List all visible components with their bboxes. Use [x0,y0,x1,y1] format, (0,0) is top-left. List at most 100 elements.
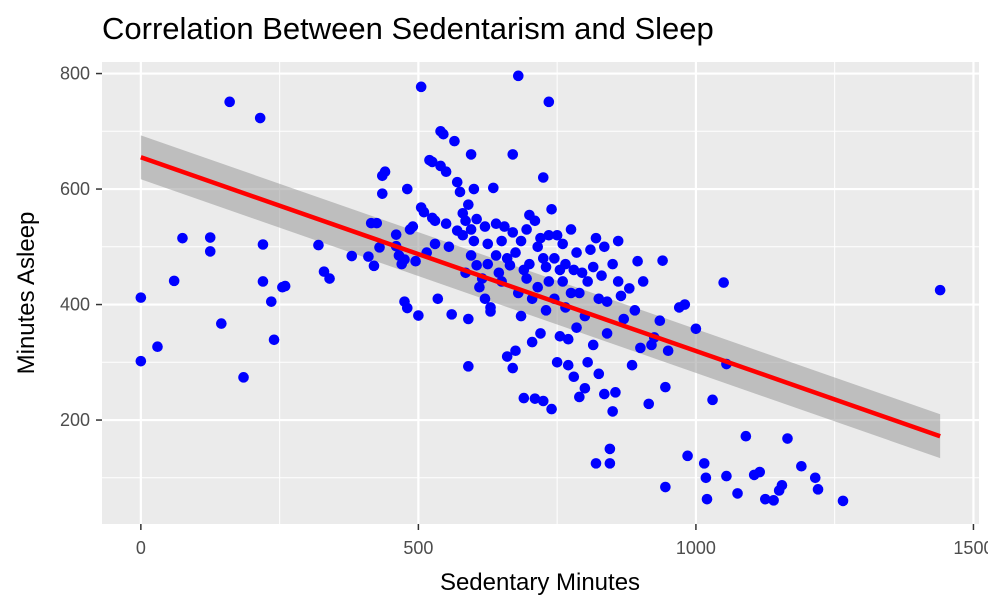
data-point [482,238,494,250]
data-point [496,235,507,247]
data-point [515,310,527,322]
data-point [451,176,463,188]
data-point [543,276,555,287]
data-point [543,96,555,108]
data-point [560,258,571,270]
data-point [426,156,438,168]
data-point [585,244,596,255]
data-point [565,224,577,235]
x-tick-label: 0 [136,538,146,558]
trend-line [140,155,941,439]
y-tick-label: 200 [60,410,90,430]
data-point [471,213,482,225]
x-axis-title: Sedentary Minutes [440,569,640,596]
data-point [626,359,638,371]
data-point [488,182,499,194]
data-point [413,310,424,321]
data-point [415,81,427,93]
data-point [574,287,585,299]
data-point [760,493,771,505]
data-point [549,253,560,264]
x-axis: 0 500 1000 1500 [136,524,988,558]
data-point [268,334,280,346]
data-point [562,359,574,371]
data-point [599,388,610,400]
data-point [501,351,513,362]
data-point [279,280,291,292]
data-point [568,264,580,276]
data-point [579,382,591,394]
data-point [204,246,216,257]
data-point [540,305,552,316]
data-point [590,232,602,244]
data-point [546,403,557,415]
data-point [607,406,618,417]
data-point [615,290,627,302]
data-point [587,339,599,351]
data-point [526,336,538,348]
data-point [446,309,457,320]
data-point [368,260,380,272]
data-point [429,238,441,250]
data-point [574,391,585,403]
data-point [512,70,524,82]
data-point [768,495,779,506]
data-point [468,183,480,195]
data-point [418,206,430,218]
data-point [551,357,563,368]
data-point [529,215,541,227]
data-point [593,368,605,380]
data-point [510,345,521,357]
data-point [782,433,793,444]
data-point [610,387,621,398]
data-point [504,259,516,271]
data-point [657,255,668,266]
data-point [690,323,702,335]
data-point [457,229,469,241]
data-point [479,293,491,305]
data-point [377,188,388,199]
data-point [596,270,607,281]
data-point [593,293,605,305]
data-point [604,443,616,455]
data-point [471,259,482,271]
data-point [379,166,391,178]
data-point [582,357,593,368]
data-point [440,166,452,178]
data-point [654,315,666,327]
chart-title: Correlation Between Sedentarism and Slee… [102,11,714,46]
data-point [796,460,807,472]
data-point [510,247,521,258]
data-point [682,450,693,462]
data-point [374,242,385,253]
data-point [700,472,712,484]
data-point [629,305,641,316]
x-tick-label: 500 [403,538,433,558]
data-point [934,284,946,296]
data-point [604,458,616,469]
data-point [401,183,413,195]
data-point [618,313,630,325]
data-point [324,273,335,284]
data-point [543,229,555,241]
data-points [135,70,946,507]
data-point [177,232,188,244]
data-point [529,393,541,404]
data-point [776,480,788,491]
data-point [507,362,519,374]
data-point [346,250,358,262]
data-point [521,224,532,235]
data-point [571,247,582,258]
x-tick-label: 1000 [676,538,716,558]
data-point [837,495,849,507]
data-point [576,267,588,279]
data-point [551,229,563,241]
data-point [582,276,593,287]
data-point [599,241,610,253]
data-point [679,299,691,310]
data-point [540,261,552,273]
data-point [463,199,474,210]
data-point [612,235,624,247]
data-point [521,273,532,284]
